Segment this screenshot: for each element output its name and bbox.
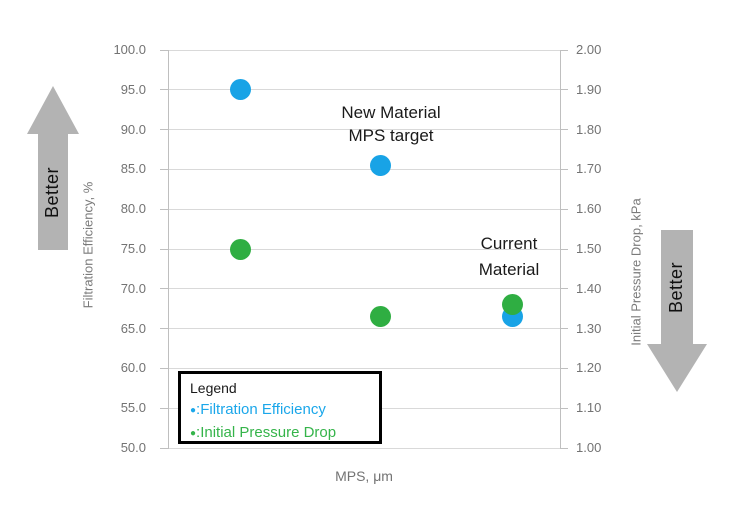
left-axis-title: Filtration Efficiency, %: [80, 181, 96, 309]
legend-entry-filtration-label: :Filtration Efficiency: [196, 401, 326, 418]
right-axis-tick-mark: [560, 89, 568, 91]
right-axis-tick-mark: [560, 168, 568, 170]
right-axis-tick-label: 1.80: [576, 121, 602, 137]
left-axis-tick-mark: [160, 407, 168, 409]
left-axis-tick-label: 65.0: [120, 320, 146, 336]
gridline: [168, 208, 560, 210]
left-axis-tick-mark: [160, 168, 168, 170]
right-axis-tick-label: 1.30: [576, 320, 602, 336]
right-axis-tick-mark: [560, 447, 568, 449]
down-arrow-icon: [647, 230, 707, 392]
annotation-new-material-line1: New Material: [341, 103, 441, 122]
gridline: [168, 288, 560, 290]
right-axis-tick-mark: [560, 129, 568, 131]
left-axis-tick-label: 95.0: [120, 81, 146, 97]
left-axis-tick-mark: [160, 447, 168, 449]
gridline: [168, 248, 560, 250]
data-point-initial-pressure-drop: [229, 238, 251, 260]
annotation-current-material-line1: Current: [480, 234, 538, 253]
better-down-label: Better: [666, 261, 687, 313]
left-axis-tick-label: 60.0: [120, 360, 146, 376]
right-axis-tick-label: 1.40: [576, 280, 602, 296]
gridline: [168, 49, 560, 51]
data-point-initial-pressure-drop: [502, 294, 524, 316]
legend-entry-filtration: ●:Filtration Efficiency: [190, 399, 370, 422]
left-axis-tick-mark: [160, 288, 168, 290]
left-axis-tick-mark: [160, 208, 168, 210]
left-axis-tick-label: 85.0: [120, 161, 146, 177]
left-axis-tick-mark: [160, 89, 168, 91]
right-axis-tick-label: 1.50: [576, 241, 602, 256]
annotation-new-material: New Material MPS target: [341, 101, 440, 147]
gridline: [168, 367, 560, 369]
left-axis-tick-mark: [160, 49, 168, 51]
right-axis-tick-mark: [560, 367, 568, 369]
left-axis-tick-mark: [160, 248, 168, 250]
legend-bullet-icon: ●: [190, 428, 197, 439]
right-axis-tick-mark: [560, 49, 568, 51]
left-axis-line: [167, 50, 169, 449]
left-axis-tick-label: 50.0: [120, 440, 146, 455]
right-axis-tick-label: 1.10: [576, 400, 602, 416]
better-down-arrow: Better: [647, 230, 707, 392]
right-axis-tick-label: 1.20: [576, 360, 602, 376]
left-axis-tick-label: 55.0: [120, 400, 146, 416]
gridline: [168, 168, 560, 170]
right-axis-tick-mark: [560, 208, 568, 210]
annotation-current-material-line2: Material: [478, 260, 540, 279]
left-axis-tick-mark: [160, 129, 168, 131]
legend-box: Legend ●:Filtration Efficiency ●:Initial…: [178, 371, 382, 444]
left-axis-tick-label: 80.0: [120, 201, 146, 217]
left-axis-tick-label: 70.0: [120, 280, 146, 296]
left-axis-tick-label: 75.0: [120, 241, 146, 256]
right-axis-tick-label: 1.70: [576, 161, 602, 177]
right-axis-tick-mark: [560, 407, 568, 409]
legend-title: Legend: [190, 380, 237, 396]
annotation-new-material-line2: MPS target: [348, 126, 434, 145]
left-axis-tick-mark: [160, 367, 168, 369]
x-axis-title: MPS, μm: [335, 468, 393, 484]
gridline: [168, 447, 560, 449]
data-point-filtration-efficiency: [369, 154, 391, 176]
left-axis-tick-mark: [160, 328, 168, 330]
right-axis-tick-mark: [560, 248, 568, 250]
left-axis-tick-label: 100.0: [113, 42, 146, 57]
right-axis-tick-label: 2.00: [576, 42, 602, 57]
right-axis-tick-mark: [560, 288, 568, 290]
gridline: [168, 328, 560, 330]
better-up-arrow: Better: [27, 86, 79, 250]
gridline: [168, 89, 560, 91]
right-axis-tick-label: 1.60: [576, 201, 602, 217]
right-axis-tick-mark: [560, 328, 568, 330]
better-up-label: Better: [42, 166, 63, 218]
data-point-filtration-efficiency: [229, 79, 251, 101]
right-axis-tick-label: 1.00: [576, 440, 602, 455]
gridline: [168, 129, 560, 131]
legend-entry-pressure-label: :Initial Pressure Drop: [196, 424, 337, 441]
right-axis-tick-label: 1.90: [576, 81, 602, 97]
up-arrow-icon: [27, 86, 79, 250]
right-axis-line: [560, 50, 561, 449]
legend-entry-pressure: ●:Initial Pressure Drop: [190, 422, 370, 445]
data-point-initial-pressure-drop: [369, 306, 391, 328]
right-axis-title: Initial Pressure Drop, kPa: [628, 198, 644, 346]
legend-bullet-icon: ●: [190, 405, 197, 416]
left-axis-tick-label: 90.0: [120, 121, 146, 137]
annotation-current-material: Current Material: [479, 231, 539, 283]
